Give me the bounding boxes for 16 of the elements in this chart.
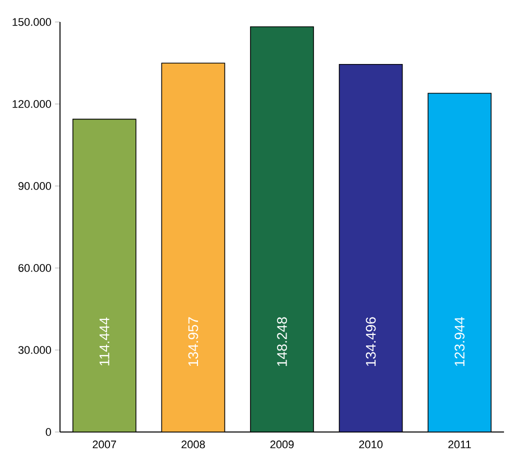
data-label: 123.944 bbox=[454, 317, 465, 366]
y-tick-label: 60.000 bbox=[18, 264, 52, 272]
x-tick-label: 2007 bbox=[92, 440, 116, 448]
data-label: 134.957 bbox=[188, 317, 198, 366]
x-tick-label: 2008 bbox=[182, 440, 205, 448]
y-tick-label: 30.000 bbox=[18, 346, 52, 354]
x-tick-label: 2010 bbox=[359, 440, 383, 448]
y-tick-label: 150.000 bbox=[12, 18, 52, 26]
x-tick-label: 2009 bbox=[270, 440, 294, 448]
y-tick-label: 0 bbox=[46, 428, 52, 436]
data-label: 134.496 bbox=[366, 317, 376, 366]
data-label: 114.444 bbox=[100, 318, 110, 366]
x-tick-label: 2011 bbox=[448, 440, 471, 448]
data-label: 148.248 bbox=[277, 317, 287, 366]
y-tick-label: 120.000 bbox=[12, 100, 52, 108]
y-tick-label: 90.000 bbox=[18, 182, 52, 190]
